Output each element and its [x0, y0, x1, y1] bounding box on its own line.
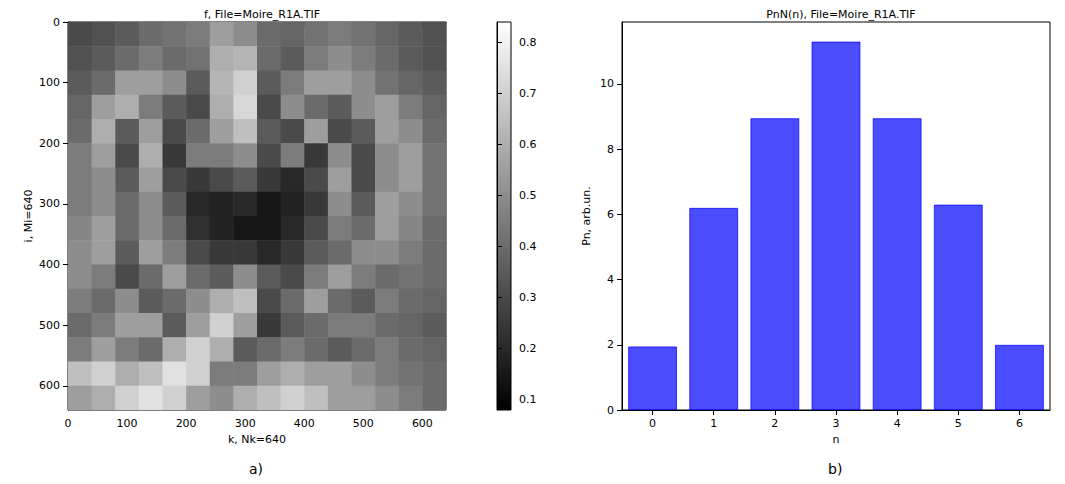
svg-text:a): a) — [249, 461, 263, 477]
svg-text:2: 2 — [607, 338, 614, 351]
svg-text:0.3: 0.3 — [519, 291, 537, 304]
svg-text:100: 100 — [39, 76, 60, 89]
svg-text:300: 300 — [235, 417, 256, 430]
svg-text:10: 10 — [600, 77, 614, 90]
svg-text:400: 400 — [39, 258, 60, 271]
svg-text:500: 500 — [39, 319, 60, 332]
svg-text:PnN(n), File=Moire_R1A.TIF: PnN(n), File=Moire_R1A.TIF — [766, 8, 915, 21]
svg-text:Pn, arb.un.: Pn, arb.un. — [580, 186, 593, 246]
svg-text:200: 200 — [39, 137, 60, 150]
svg-text:0.5: 0.5 — [519, 189, 537, 202]
svg-text:100: 100 — [117, 417, 138, 430]
svg-text:1: 1 — [710, 417, 717, 430]
svg-text:0: 0 — [65, 417, 72, 430]
svg-text:6: 6 — [607, 208, 614, 221]
svg-text:0.1: 0.1 — [519, 393, 537, 406]
svg-text:0: 0 — [53, 16, 60, 29]
svg-text:0.6: 0.6 — [519, 138, 537, 151]
svg-text:k, Nk=640: k, Nk=640 — [228, 433, 286, 446]
svg-text:200: 200 — [176, 417, 197, 430]
svg-text:600: 600 — [39, 379, 60, 392]
svg-text:0.4: 0.4 — [519, 240, 537, 253]
svg-text:0.8: 0.8 — [519, 36, 537, 49]
svg-text:b): b) — [828, 461, 842, 477]
svg-text:0.2: 0.2 — [519, 342, 537, 355]
svg-text:8: 8 — [607, 143, 614, 156]
svg-text:600: 600 — [412, 417, 433, 430]
svg-text:4: 4 — [894, 417, 901, 430]
svg-text:400: 400 — [294, 417, 315, 430]
svg-text:300: 300 — [39, 197, 60, 210]
svg-text:5: 5 — [955, 417, 962, 430]
svg-text:6: 6 — [1016, 417, 1023, 430]
svg-text:0: 0 — [649, 417, 656, 430]
svg-text:2: 2 — [771, 417, 778, 430]
svg-text:f, File=Moire_R1A.TIF: f, File=Moire_R1A.TIF — [204, 8, 320, 21]
svg-text:i, Mi=640: i, Mi=640 — [22, 190, 35, 243]
svg-text:3: 3 — [833, 417, 840, 430]
svg-text:0: 0 — [607, 404, 614, 417]
svg-text:0.7: 0.7 — [519, 87, 537, 100]
svg-text:n: n — [833, 433, 840, 446]
svg-text:500: 500 — [353, 417, 374, 430]
svg-text:4: 4 — [607, 273, 614, 286]
